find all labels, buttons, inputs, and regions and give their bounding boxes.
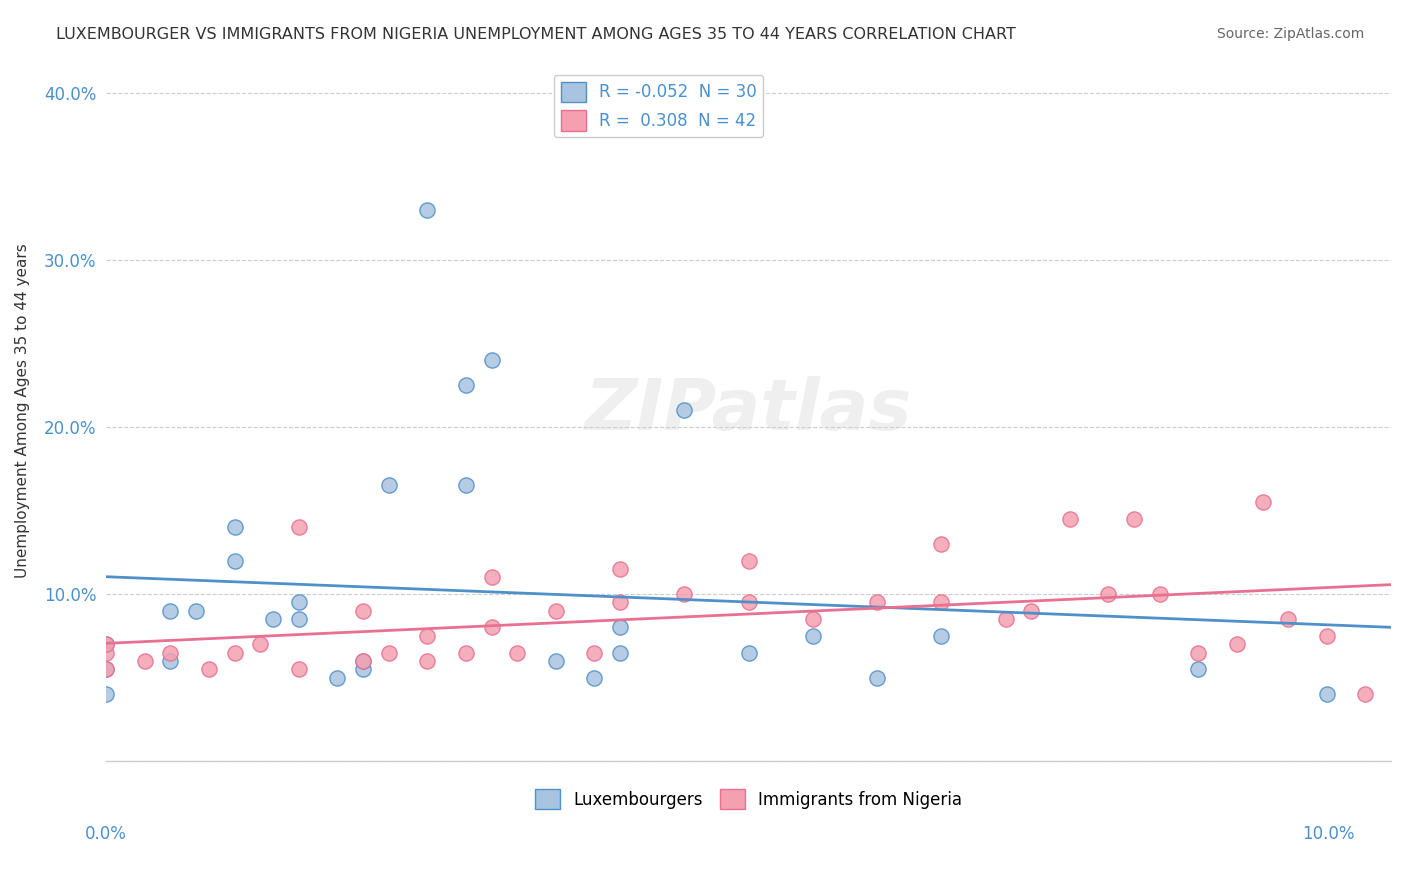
Point — [159, 646, 181, 660]
Point — [94, 662, 117, 676]
Point — [737, 646, 759, 660]
Point — [94, 637, 117, 651]
Point — [1059, 512, 1081, 526]
Point — [994, 612, 1017, 626]
Point — [134, 654, 156, 668]
Point — [224, 520, 246, 534]
Point — [1316, 629, 1339, 643]
Point — [288, 595, 311, 609]
Point — [801, 612, 824, 626]
Point — [801, 629, 824, 643]
Text: Source: ZipAtlas.com: Source: ZipAtlas.com — [1216, 27, 1364, 41]
Point — [1097, 587, 1119, 601]
Point — [544, 654, 567, 668]
Point — [184, 604, 207, 618]
Text: 0.0%: 0.0% — [84, 825, 127, 843]
Point — [378, 646, 401, 660]
Point — [94, 637, 117, 651]
Point — [583, 646, 606, 660]
Point — [1251, 495, 1274, 509]
Point — [544, 604, 567, 618]
Point — [224, 646, 246, 660]
Point — [326, 671, 349, 685]
Point — [583, 671, 606, 685]
Point — [454, 378, 477, 392]
Y-axis label: Unemployment Among Ages 35 to 44 years: Unemployment Among Ages 35 to 44 years — [15, 243, 30, 578]
Point — [1019, 604, 1042, 618]
Point — [1226, 637, 1249, 651]
Point — [673, 587, 696, 601]
Point — [352, 654, 374, 668]
Point — [609, 620, 631, 634]
Point — [416, 654, 439, 668]
Point — [249, 637, 271, 651]
Legend: Luxembourgers, Immigrants from Nigeria: Luxembourgers, Immigrants from Nigeria — [529, 782, 969, 816]
Point — [1187, 646, 1209, 660]
Point — [159, 604, 181, 618]
Point — [378, 478, 401, 492]
Point — [929, 595, 952, 609]
Point — [481, 353, 503, 368]
Text: ZIPatlas: ZIPatlas — [585, 376, 912, 445]
Point — [737, 554, 759, 568]
Point — [1354, 687, 1376, 701]
Point — [288, 612, 311, 626]
Point — [481, 620, 503, 634]
Point — [288, 662, 311, 676]
Point — [352, 654, 374, 668]
Point — [454, 646, 477, 660]
Point — [352, 662, 374, 676]
Point — [609, 595, 631, 609]
Point — [94, 662, 117, 676]
Point — [866, 595, 889, 609]
Point — [262, 612, 284, 626]
Point — [1187, 662, 1209, 676]
Point — [929, 537, 952, 551]
Point — [198, 662, 221, 676]
Point — [929, 629, 952, 643]
Point — [352, 604, 374, 618]
Text: 10.0%: 10.0% — [1302, 825, 1355, 843]
Point — [866, 671, 889, 685]
Point — [94, 646, 117, 660]
Point — [673, 403, 696, 417]
Point — [1277, 612, 1299, 626]
Point — [94, 687, 117, 701]
Point — [1123, 512, 1146, 526]
Point — [737, 595, 759, 609]
Point — [506, 646, 529, 660]
Point — [416, 202, 439, 217]
Point — [224, 554, 246, 568]
Point — [1316, 687, 1339, 701]
Point — [1149, 587, 1171, 601]
Point — [609, 562, 631, 576]
Point — [481, 570, 503, 584]
Point — [288, 520, 311, 534]
Point — [454, 478, 477, 492]
Text: LUXEMBOURGER VS IMMIGRANTS FROM NIGERIA UNEMPLOYMENT AMONG AGES 35 TO 44 YEARS C: LUXEMBOURGER VS IMMIGRANTS FROM NIGERIA … — [56, 27, 1017, 42]
Point — [416, 629, 439, 643]
Point — [159, 654, 181, 668]
Point — [609, 646, 631, 660]
